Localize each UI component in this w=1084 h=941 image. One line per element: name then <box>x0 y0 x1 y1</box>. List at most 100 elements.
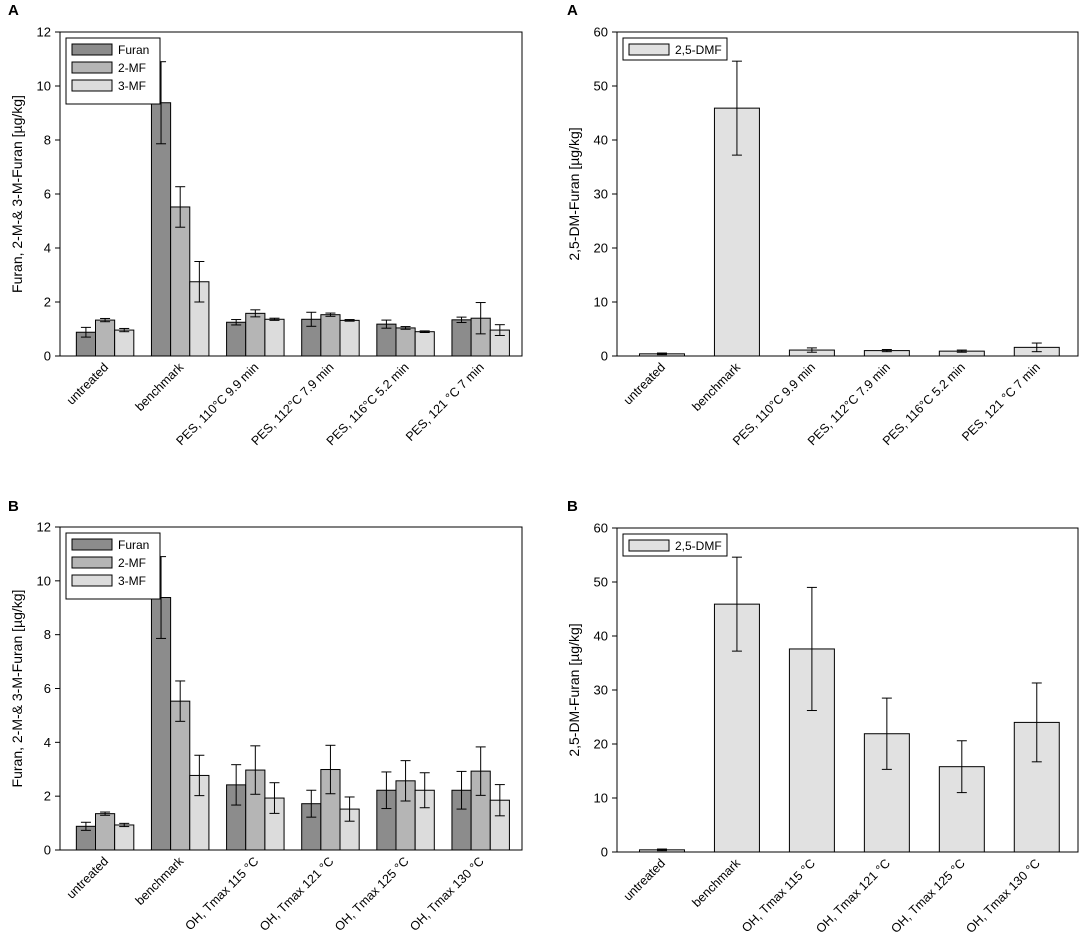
x-tick-label: PES, 112°C 7.9 min <box>249 360 337 448</box>
error-bar-3-mf-pes-116-c-5-2-min <box>419 330 430 334</box>
error-bar-furan-pes-110-c-9-9-min <box>231 319 242 326</box>
legend-label: Furan <box>118 538 149 552</box>
y-tick-label: 0 <box>601 349 608 364</box>
y-tick-label: 4 <box>44 735 51 750</box>
error-bar-2-5-dmf-oh-tmax-121-c <box>881 697 892 770</box>
y-tick-label: 0 <box>44 843 51 858</box>
legend-label: 2,5-DMF <box>675 539 722 553</box>
y-tick-label: 20 <box>594 737 608 752</box>
error-bar-3-mf-pes-121-c-7-min <box>494 324 505 336</box>
legend-swatch-3-mf <box>71 574 113 587</box>
x-tick-label: OH, Tmax 115 °C <box>739 856 818 935</box>
x-tick-label: PES, 116°C 5.2 min <box>880 360 968 448</box>
error-bar-3-mf-oh-tmax-121-c <box>344 796 355 822</box>
x-tick-label: benchmark <box>133 854 187 908</box>
error-bar-3-mf-benchmark <box>194 754 205 797</box>
bar-furan-pes-110-c-9-9-min <box>226 321 247 357</box>
error-bar-2-mf-pes-121-c-7-min <box>475 302 486 335</box>
error-bar-furan-oh-tmax-115-c <box>231 764 242 806</box>
plot-frame <box>616 31 1079 357</box>
error-bar-furan-pes-121-c-7-min <box>456 316 467 324</box>
error-bar-3-mf-oh-tmax-130-c <box>494 784 505 817</box>
error-bar-furan-pes-116-c-5-2-min <box>381 319 392 329</box>
error-bar-2-5-dmf-oh-tmax-115-c <box>806 586 817 712</box>
x-tick-label: benchmark <box>689 856 743 910</box>
error-bar-3-mf-oh-tmax-115-c <box>269 782 280 814</box>
legend-label: 3-MF <box>118 79 146 93</box>
error-bar-3-mf-pes-112-c-7-9-min <box>344 319 355 322</box>
bar-furan-pes-116-c-5-2-min <box>376 323 397 357</box>
error-bar-2-mf-oh-tmax-125-c <box>400 760 411 802</box>
bar-3-mf-pes-110-c-9-9-min <box>264 318 285 357</box>
x-tick-label: OH, Tmax 130 °C <box>963 856 1043 936</box>
y-tick-label: 12 <box>37 520 51 535</box>
error-bar-2-5-dmf-benchmark <box>731 60 742 156</box>
bar-3-mf-untreated <box>114 824 135 851</box>
error-bar-2-mf-oh-tmax-121-c <box>325 744 336 795</box>
x-tick-label: untreated <box>621 360 668 407</box>
bar-2-mf-untreated <box>95 813 116 851</box>
error-bar-3-mf-oh-tmax-125-c <box>419 772 430 809</box>
legend-swatch-2-mf <box>71 61 113 74</box>
y-tick-label: 10 <box>37 79 51 94</box>
y-tick-label: 40 <box>594 629 608 644</box>
error-bar-2-5-dmf-untreated <box>656 352 667 356</box>
error-bar-2-mf-oh-tmax-130-c <box>475 746 486 796</box>
bar-2-mf-pes-116-c-5-2-min <box>395 327 416 357</box>
error-bar-furan-oh-tmax-130-c <box>456 770 467 810</box>
x-tick-label: PES, 121 °C 7 min <box>403 360 487 444</box>
y-tick-label: 4 <box>44 241 51 256</box>
bar-furan-pes-121-c-7-min <box>451 319 472 357</box>
error-bar-3-mf-untreated <box>119 327 130 333</box>
y-tick-label: 2 <box>44 295 51 310</box>
x-tick-label: PES, 110°C 9.9 min <box>730 360 818 448</box>
error-bar-2-5-dmf-untreated <box>656 848 667 852</box>
y-tick-label: 40 <box>594 133 608 148</box>
error-bar-furan-untreated <box>80 326 91 338</box>
y-tick-label: 10 <box>594 295 608 310</box>
panel-letter: B <box>8 498 19 515</box>
legend-swatch-3-mf <box>71 79 113 92</box>
x-tick-label: untreated <box>64 854 111 901</box>
x-tick-label: PES, 121 °C 7 min <box>959 360 1043 444</box>
error-bar-furan-pes-112-c-7-9-min <box>306 311 317 327</box>
error-bar-2-5-dmf-pes-116-c-5-2-min <box>956 349 967 353</box>
legend-swatch-furan <box>71 43 113 56</box>
bar-2-mf-pes-110-c-9-9-min <box>245 312 266 357</box>
legend-swatch-2-5-dmf <box>628 539 670 552</box>
legend-swatch-furan <box>71 538 113 551</box>
legend-label: 3-MF <box>118 574 146 588</box>
panel-letter: A <box>8 2 19 19</box>
error-bar-3-mf-benchmark <box>194 261 205 303</box>
x-tick-label: OH, Tmax 115 °C <box>183 854 262 933</box>
legend: 2,5-DMF <box>622 37 728 61</box>
y-tick-label: 6 <box>44 681 51 696</box>
y-tick-label: 10 <box>37 573 51 588</box>
error-bar-3-mf-pes-110-c-9-9-min <box>269 317 280 321</box>
bar-3-mf-pes-112-c-7-9-min <box>339 319 360 357</box>
error-bar-2-5-dmf-pes-121-c-7-min <box>1031 342 1042 353</box>
error-bar-furan-oh-tmax-125-c <box>381 771 392 810</box>
y-axis-label: 2,5-DM-Furan [µg/kg] <box>566 623 582 756</box>
legend: 2,5-DMF <box>622 533 728 557</box>
error-bar-2-5-dmf-benchmark <box>731 556 742 652</box>
y-tick-label: 10 <box>594 791 608 806</box>
panel-letter: B <box>567 498 578 515</box>
y-tick-label: 60 <box>594 25 608 40</box>
y-tick-label: 0 <box>601 845 608 860</box>
y-axis-label: 2,5-DM-Furan [µg/kg] <box>566 127 582 260</box>
x-tick-label: OH, Tmax 121 °C <box>257 854 337 934</box>
legend-label: 2,5-DMF <box>675 43 722 57</box>
x-tick-label: OH, Tmax 125 °C <box>332 854 412 934</box>
error-bar-furan-oh-tmax-121-c <box>306 789 317 818</box>
x-tick-label: PES, 112°C 7.9 min <box>805 360 893 448</box>
legend: Furan 2-MF 3-MF <box>65 37 161 105</box>
error-bar-2-5-dmf-oh-tmax-130-c <box>1031 682 1042 763</box>
error-bar-2-mf-untreated <box>100 811 111 816</box>
y-tick-label: 8 <box>44 627 51 642</box>
